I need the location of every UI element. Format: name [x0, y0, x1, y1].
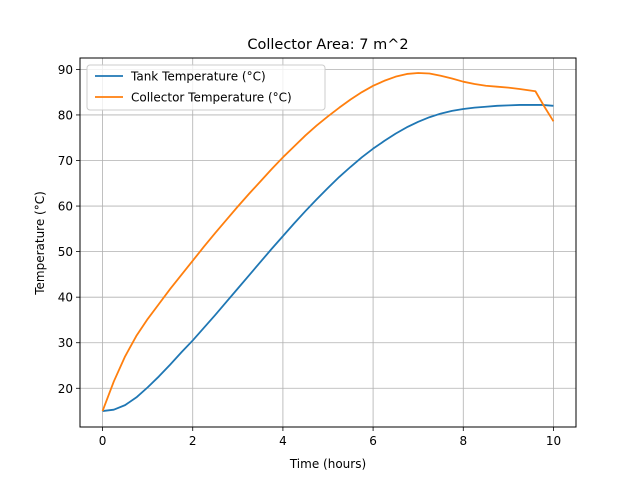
chart-title: Collector Area: 7 m^2: [247, 37, 408, 53]
legend: Tank Temperature (°C) Collector Temperat…: [86, 64, 326, 111]
y-tick-label: 50: [58, 245, 73, 259]
axes-frame: [79, 57, 577, 428]
legend-box: [86, 64, 326, 111]
collector-temperature-line: [101, 72, 555, 412]
x-tick-label: 0: [99, 434, 107, 448]
y-tick-label: 20: [58, 382, 73, 396]
y-axis-label: Temperature (°C): [33, 191, 47, 296]
legend-label-collector: Collector Temperature (°C): [131, 91, 292, 105]
axis-ticks: 0 2 4 6 8 10 20 30 40 50 60 70 80 90: [58, 63, 561, 448]
x-tick-label: 8: [459, 434, 467, 448]
y-tick-label: 90: [58, 63, 73, 77]
y-tick-label: 40: [58, 291, 73, 305]
x-tick-label: 6: [369, 434, 377, 448]
x-tick-label: 2: [189, 434, 197, 448]
tank-temperature-line: [102, 104, 554, 412]
y-tick-label: 80: [58, 108, 73, 122]
y-tick-label: 60: [58, 200, 73, 214]
legend-label-tank: Tank Temperature (°C): [130, 70, 266, 84]
x-tick-label: 10: [546, 434, 561, 448]
grid-lines: [80, 58, 576, 427]
y-tick-label: 70: [58, 154, 73, 168]
x-tick-label: 4: [279, 434, 287, 448]
x-axis-label: Time (hours): [289, 457, 366, 471]
y-tick-label: 30: [58, 336, 73, 350]
series-lines: [101, 72, 555, 412]
